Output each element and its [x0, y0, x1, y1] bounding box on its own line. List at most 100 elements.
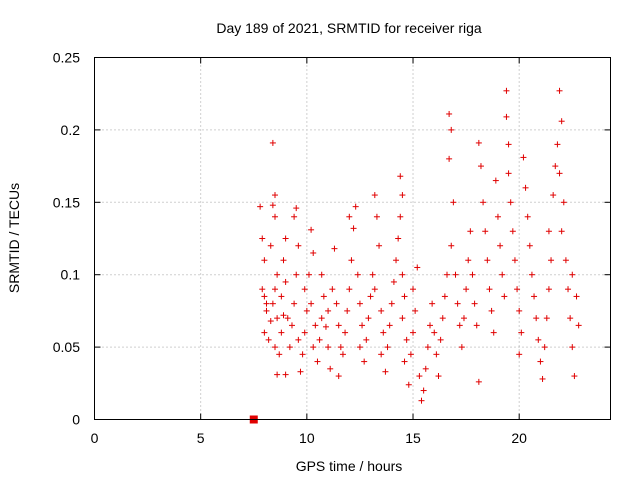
chart-title: Day 189 of 2021, SRMTID for receiver rig… [216, 20, 482, 36]
data-point [291, 213, 298, 220]
data-point [356, 344, 363, 351]
data-point [560, 199, 567, 206]
data-point [473, 322, 480, 329]
data-point [390, 278, 397, 285]
data-point [331, 245, 338, 252]
data-point [286, 344, 293, 351]
data-point [373, 213, 380, 220]
data-point [280, 312, 287, 319]
data-point [456, 322, 463, 329]
data-point [558, 118, 565, 125]
data-point [514, 286, 521, 293]
data-point [401, 358, 408, 365]
data-point [271, 344, 278, 351]
x-tick-labels: 0 5 10 15 20 [91, 430, 528, 446]
data-point [548, 257, 555, 264]
data-point [531, 293, 538, 300]
data-point [446, 155, 453, 162]
data-point [410, 286, 417, 293]
data-point [305, 271, 312, 278]
data-point [520, 154, 527, 161]
x-tick-label: 10 [299, 430, 315, 446]
data-point [429, 300, 436, 307]
data-points [249, 87, 582, 424]
data-point [348, 257, 355, 264]
data-point [488, 307, 495, 314]
data-point [452, 271, 459, 278]
data-point [494, 213, 501, 220]
data-point [482, 228, 489, 235]
data-point [276, 351, 283, 358]
data-point [565, 286, 572, 293]
data-point [420, 387, 427, 394]
data-point [288, 322, 295, 329]
data-point [278, 329, 285, 336]
data-point [448, 242, 455, 249]
data-point [361, 358, 368, 365]
data-point [533, 315, 540, 322]
data-point [571, 373, 578, 380]
data-point [448, 126, 455, 133]
data-point [339, 351, 346, 358]
data-point [524, 213, 531, 220]
data-point [386, 322, 393, 329]
data-point [269, 300, 276, 307]
data-point [293, 205, 300, 212]
data-point [280, 257, 287, 264]
data-point [352, 203, 359, 210]
data-point [335, 322, 342, 329]
data-point [484, 257, 491, 264]
y-tick-label: 0.15 [53, 194, 80, 210]
data-point [312, 322, 319, 329]
data-point [550, 192, 557, 199]
data-point [465, 257, 472, 264]
y-tick-label: 0.05 [53, 339, 80, 355]
data-point [507, 199, 514, 206]
data-point [543, 315, 550, 322]
data-point [314, 358, 321, 365]
data-point [337, 344, 344, 351]
data-point [295, 336, 302, 343]
data-point [397, 213, 404, 220]
data-point [384, 344, 391, 351]
data-point [365, 315, 372, 322]
data-point [399, 271, 406, 278]
data-point [274, 371, 281, 378]
data-point [265, 336, 272, 343]
data-point [274, 271, 281, 278]
data-point [278, 293, 285, 300]
plot-frame [94, 57, 611, 420]
data-point [271, 213, 278, 220]
data-point [471, 300, 478, 307]
grid-lines [94, 57, 611, 420]
data-point [554, 141, 561, 148]
data-point [271, 192, 278, 199]
data-point [454, 300, 461, 307]
data-point [492, 177, 499, 184]
data-point [378, 307, 385, 314]
data-point [407, 351, 414, 358]
data-point [401, 293, 408, 300]
data-point [308, 226, 315, 233]
data-point [282, 371, 289, 378]
data-point [503, 87, 510, 94]
data-point [333, 300, 340, 307]
data-point [505, 170, 512, 177]
x-tick-label: 20 [511, 430, 527, 446]
data-point [327, 365, 334, 372]
data-point [269, 139, 276, 146]
data-point [282, 235, 289, 242]
data-point [475, 139, 482, 146]
x-tick-label: 15 [405, 430, 421, 446]
data-point [257, 203, 264, 210]
data-point [418, 397, 425, 404]
data-point [267, 242, 274, 249]
data-point [431, 329, 438, 336]
data-point [433, 351, 440, 358]
data-point [329, 286, 336, 293]
data-point [393, 257, 400, 264]
data-point [320, 293, 327, 300]
data-point [545, 228, 552, 235]
data-point [369, 271, 376, 278]
data-point [475, 378, 482, 385]
